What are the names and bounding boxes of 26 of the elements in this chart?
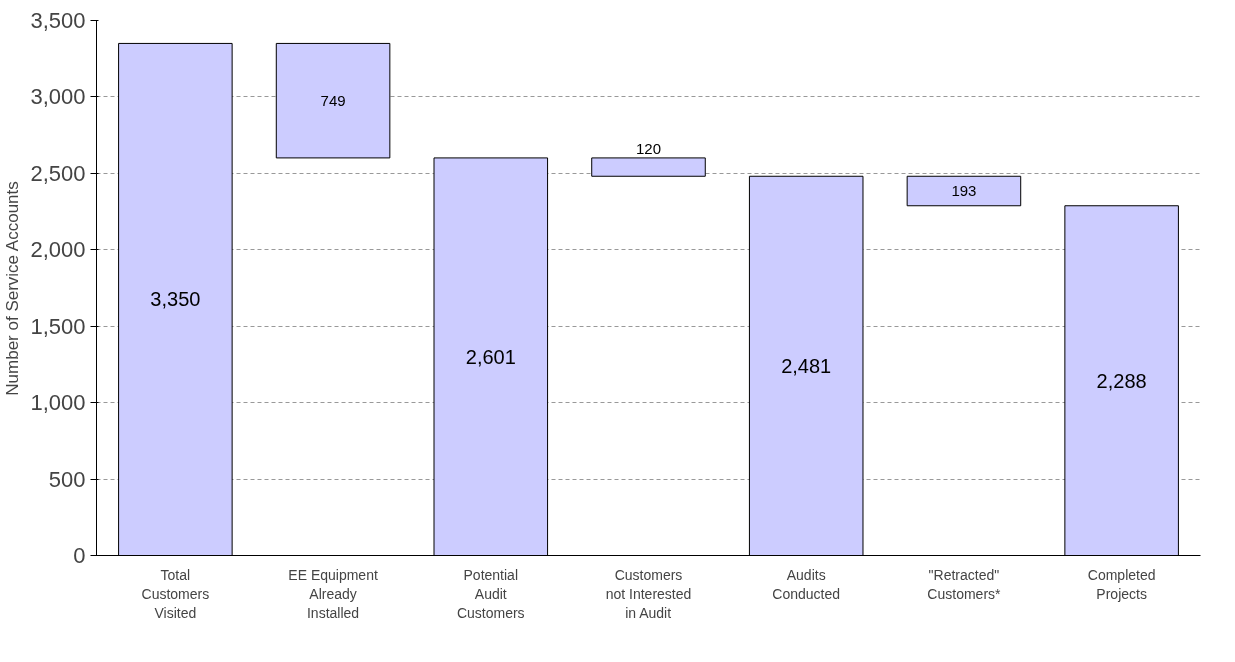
data-label: 2,601 bbox=[465, 345, 516, 368]
y-tick-label: 500 bbox=[48, 466, 86, 492]
y-tick-label: 2,000 bbox=[30, 237, 86, 263]
data-label: 120 bbox=[635, 139, 662, 157]
bar bbox=[906, 175, 1022, 207]
data-label: 2,481 bbox=[781, 354, 832, 377]
x-tick-label: EE Equipment Already Installed bbox=[288, 566, 378, 621]
y-tick-label: 3,000 bbox=[30, 84, 86, 110]
data-label: 3,350 bbox=[150, 288, 201, 311]
y-tick-label: 1,500 bbox=[30, 313, 86, 339]
x-tick-label: "Retracted" Customers* bbox=[927, 566, 1002, 602]
x-tick-label: Customers not Interested in Audit bbox=[605, 566, 692, 621]
y-axis-title: Number of Service Accounts bbox=[3, 181, 23, 396]
x-tick-label: Completed Projects bbox=[1087, 566, 1156, 602]
y-tick-label: 1,000 bbox=[30, 390, 86, 416]
bar bbox=[275, 42, 391, 159]
y-tick-label: 2,500 bbox=[30, 160, 86, 186]
data-label: 2,288 bbox=[1096, 369, 1147, 392]
x-tick-label: Audits Conducted bbox=[772, 566, 841, 602]
y-tick-label: 3,500 bbox=[30, 8, 86, 33]
bar bbox=[591, 157, 706, 177]
data-label: 193 bbox=[951, 182, 977, 200]
data-label: 749 bbox=[320, 91, 346, 109]
y-tick-label: 0 bbox=[73, 543, 86, 568]
x-tick-label: Total Customers Visited bbox=[141, 566, 210, 621]
x-tick-label: Potential Audit Customers bbox=[456, 566, 525, 621]
